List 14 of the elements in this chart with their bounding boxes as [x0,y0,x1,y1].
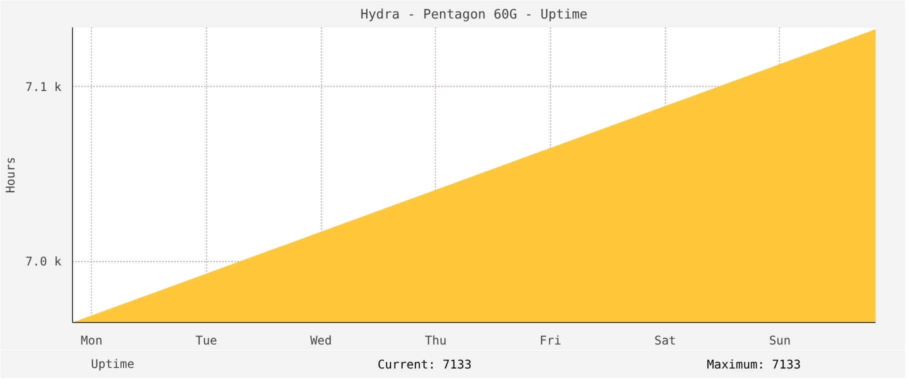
x-tick-label: Sat [654,334,676,348]
x-tick-label: Fri [540,334,562,348]
y-axis-title: Hours [3,156,18,194]
x-tick-label: Tue [195,334,218,348]
text: Uptime [91,357,134,371]
x-tick-label: Wed [310,334,332,348]
y-tick-label: 7.0 k [25,254,62,268]
text: Maximum: 7133 [706,358,801,372]
x-tick-label: Thu [424,334,447,348]
x-tick-label: Mon [80,334,102,348]
text: Current: 7133 [378,358,472,372]
y-tick-label: 7.1 k [25,80,62,94]
x-tick-label: Sun [769,334,791,348]
chart-title: Hydra - Pentagon 60G - Uptime [360,8,588,22]
